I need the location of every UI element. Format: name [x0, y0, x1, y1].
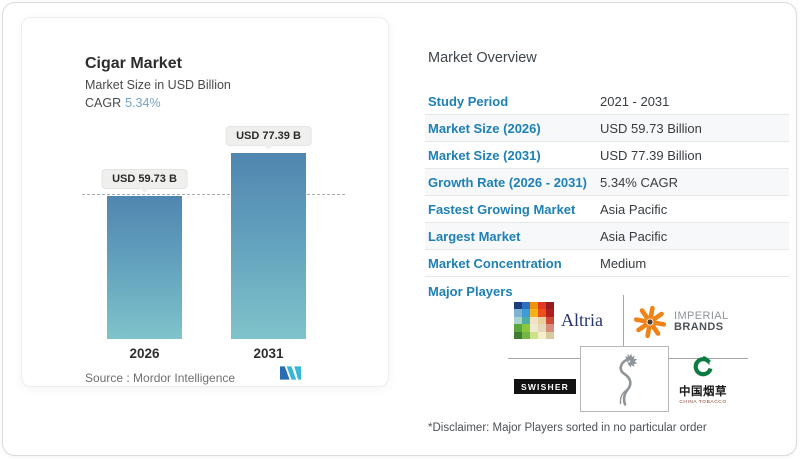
starburst-icon	[633, 305, 667, 339]
mosaic-cell	[546, 316, 554, 325]
mosaic-cell	[546, 302, 554, 310]
mosaic-cell	[522, 331, 530, 339]
overview-row-label: Fastest Growing Market	[428, 201, 576, 217]
mosaic-cell	[514, 302, 522, 310]
overview-row-label: Study Period	[428, 93, 509, 109]
x-axis-tick-label: 2026	[129, 346, 160, 361]
dragon-emblem-logo	[580, 346, 669, 412]
mosaic-cell	[546, 331, 554, 339]
swisher-logo: SWISHER	[514, 379, 576, 394]
mosaic-cell	[522, 324, 530, 332]
mosaic-cell	[530, 324, 538, 332]
bar-value-label: USD 77.39 B	[225, 126, 312, 147]
reference-dashed-line	[82, 193, 345, 195]
china-tobacco-icon	[693, 356, 713, 377]
mosaic-cell	[546, 309, 554, 317]
source-note: Source : Mordor Intelligence	[85, 371, 236, 385]
imperial-brands-logo: IMPERIAL BRANDS	[632, 304, 729, 340]
disclaimer-text: *Disclaimer: Major Players sorted in no …	[428, 422, 707, 434]
mosaic-cell	[538, 302, 546, 310]
mosaic-cell	[514, 309, 522, 317]
cagr-label: CAGR	[85, 96, 122, 110]
overview-row-value: 5.34% CAGR	[600, 174, 679, 190]
bar-value-label: USD 59.73 B	[101, 168, 188, 189]
mosaic-cell	[522, 316, 530, 325]
mosaic-cell	[530, 316, 538, 325]
mosaic-cell	[538, 331, 546, 339]
overview-row: Largest Market Asia Pacific	[425, 223, 789, 250]
mosaic-cell	[530, 331, 538, 339]
overview-row: Study Period 2021 - 2031	[425, 88, 789, 115]
altria-logo: Altria	[514, 302, 603, 339]
mosaic-cell	[522, 302, 530, 310]
dragon-icon	[618, 353, 637, 406]
imperial-line2: BRANDS	[674, 321, 724, 333]
mosaic-cell	[546, 324, 554, 332]
overview-row-label: Market Size (2031)	[428, 147, 541, 163]
mosaic-cell	[538, 309, 546, 317]
overview-row: Growth Rate (2026 - 2031) 5.34% CAGR	[425, 169, 789, 196]
x-axis-tick-label: 2031	[253, 346, 284, 361]
overview-row-value: Asia Pacific	[600, 201, 668, 217]
china-tobacco-cn-text: 中国烟草	[679, 386, 727, 398]
mosaic-cell	[530, 309, 538, 317]
overview-row-label: Growth Rate (2026 - 2031)	[428, 174, 587, 190]
mosaic-cell	[538, 316, 546, 325]
mosaic-cell	[514, 324, 522, 332]
chart-bar-2031	[231, 153, 306, 339]
overview-row-label: Largest Market	[428, 228, 521, 244]
swisher-wordmark: SWISHER	[520, 381, 570, 392]
overview-table: Study Period 2021 - 2031 Market Size (2026…	[425, 88, 789, 277]
overview-row: Market Size (2026) USD 59.73 Billion	[425, 115, 789, 142]
overview-row-value: USD 77.39 Billion	[600, 147, 702, 163]
chart-subtitle: Market Size in USD Billion	[85, 78, 231, 92]
china-tobacco-en-text: CHINA TOBACCO	[679, 400, 727, 405]
chart-title: Cigar Market	[85, 55, 182, 72]
logo-grid-vertical-divider	[623, 295, 624, 346]
imperial-line1: IMPERIAL	[674, 309, 729, 322]
mosaic-cell	[538, 324, 546, 332]
mosaic-cell	[530, 302, 538, 310]
overview-row: Fastest Growing Market Asia Pacific	[425, 196, 789, 223]
market-chart-card: Cigar Market Market Size in USD Billion …	[21, 17, 389, 387]
overview-row: Market Size (2031) USD 77.39 Billion	[425, 142, 789, 169]
overview-row: Market Concentration Medium	[425, 250, 789, 277]
mordor-intelligence-logo	[280, 366, 301, 380]
cagr-value: 5.34%	[125, 96, 161, 110]
altria-mosaic-icon	[514, 302, 554, 339]
overview-row-value: Asia Pacific	[600, 228, 668, 244]
china-tobacco-logo: 中国烟草 CHINA TOBACCO	[674, 355, 732, 405]
overview-row-value: 2021 - 2031	[600, 93, 670, 109]
overview-title: Market Overview	[428, 50, 537, 66]
chart-bar-2026	[107, 195, 182, 339]
overview-row-value: Medium	[600, 255, 647, 271]
mosaic-cell	[522, 309, 530, 317]
overview-row-label: Market Size (2026)	[428, 120, 541, 136]
mosaic-cell	[514, 316, 522, 325]
altria-wordmark: Altria	[561, 309, 603, 330]
mosaic-cell	[514, 331, 522, 339]
overview-row-label: Market Concentration	[428, 255, 562, 271]
chart-cagr: CAGR 5.34%	[85, 96, 161, 110]
major-players-label: Major Players	[428, 284, 513, 299]
overview-row-value: USD 59.73 Billion	[600, 120, 702, 136]
